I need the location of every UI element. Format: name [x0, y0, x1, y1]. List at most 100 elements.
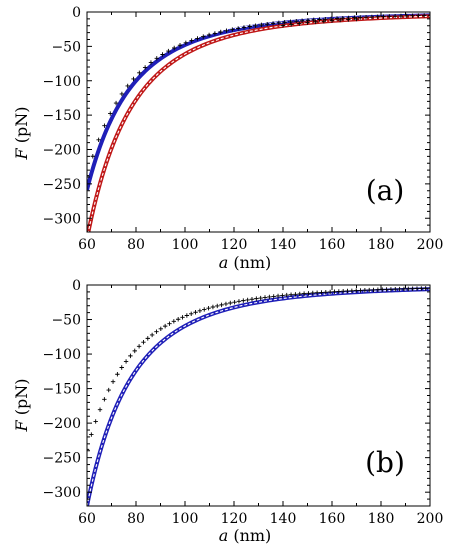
panel-b-series-2-point	[397, 286, 402, 292]
panel-a-series-4-point	[166, 48, 171, 54]
panel-b-series-2-point	[293, 292, 298, 297]
panel-a-series-4-point	[108, 111, 113, 116]
panel-b-series-2-point	[167, 321, 172, 326]
panel-a-series-4-point	[375, 14, 380, 19]
panel-a-series-4-point	[235, 26, 241, 31]
panel-b-xtick-label: 100	[172, 511, 199, 527]
panel-b-series-2-point	[423, 286, 428, 291]
panel-b-series-2-point	[254, 296, 259, 301]
panel-a-series-4-point	[358, 15, 363, 20]
panel-b-series-2-point	[349, 288, 355, 293]
panel-a-ytick-label: −250	[43, 177, 81, 193]
panel-b-series-2-point	[414, 286, 420, 291]
panel-b-series-2-point	[345, 288, 350, 294]
panel-a-series-4-point	[189, 38, 194, 43]
panel-a-ylabel-var: F	[12, 147, 31, 160]
panel-a-series-4-point	[137, 70, 142, 76]
panel-b-plot-area	[87, 286, 430, 506]
panel-b-series-2-point	[180, 315, 185, 320]
panel-b-series-2-point	[249, 297, 255, 302]
panel-b-series-2-point	[367, 287, 372, 293]
panel-a-series-4-point	[317, 17, 322, 22]
panel-b-series-2-point	[136, 344, 142, 349]
panel-a-series-4-point	[288, 19, 293, 24]
panel-a-xtick-label: 200	[417, 237, 444, 253]
panel-b-xtick-label: 140	[270, 511, 297, 527]
panel-b-xtick-label: 60	[78, 511, 96, 527]
panel-a-ytick-label: −300	[43, 211, 81, 227]
panel-b-series-2-point	[106, 387, 111, 393]
panel-b-series-2-point	[128, 353, 133, 359]
panel-b-series-2-point	[332, 289, 337, 294]
panel-a-series-4-point	[294, 19, 299, 24]
panel-b-series-2-point	[245, 297, 250, 303]
panel-a-series-4-point	[206, 32, 212, 38]
panel-b-xtick-label: 160	[319, 511, 346, 527]
panel-b-series-2-point	[110, 379, 116, 384]
panel-a-series-4-point	[340, 15, 345, 21]
panel-b-series-2-point	[119, 365, 124, 370]
panel-a-series-4-point	[363, 14, 369, 20]
panel-b-series-2-point	[288, 292, 294, 297]
panel-b-series-2-point	[284, 292, 289, 298]
panel-a-series-4-point	[299, 18, 305, 23]
panel-b-series-2-point	[202, 307, 207, 312]
panel-a-series-5-point	[305, 20, 310, 25]
panel-a-series-0-line	[87, 13, 430, 191]
panel-b-xlabel-var: a	[219, 526, 229, 545]
panel-b-series-2-point	[262, 295, 268, 300]
panel-b-series-2-point	[280, 293, 285, 298]
panel-b-series-2-point	[371, 287, 376, 293]
panel-a-series-4-point	[177, 43, 183, 48]
panel-b-ytick-label: −300	[43, 485, 81, 501]
panel-a-series-5-point	[346, 17, 351, 22]
panel-a-series-4-point	[259, 22, 264, 28]
panel-a-series-5-point	[354, 16, 359, 22]
panel-b-series-2-point	[206, 305, 211, 311]
panel-b-series-2-point	[145, 336, 150, 341]
panel-a-series-4-point	[334, 16, 340, 21]
panel-b-series-2-point	[102, 397, 107, 402]
panel-b-series-2-point	[241, 298, 246, 303]
panel-b-series-0-line	[87, 287, 430, 506]
panel-a-series-4-point	[113, 100, 119, 106]
panel-b-series-2-point	[340, 288, 346, 294]
panel-a-series-4-point	[369, 14, 375, 20]
panel-b-xtick-label: 180	[368, 511, 395, 527]
panel-a-series-4-point	[154, 56, 159, 61]
panel-a-ytick-label: −150	[43, 108, 81, 124]
panel-a-series-4-point	[387, 14, 392, 19]
panel-a-ytick-label: −100	[43, 74, 81, 90]
panel-b-ytick-label: −200	[43, 416, 81, 432]
panel-b-series-2-point	[158, 326, 164, 332]
panel-b-series-2-point	[427, 286, 430, 291]
panel-a-series-4-point	[224, 28, 229, 33]
panel-b-series-2-point	[362, 288, 368, 293]
panel-a-ytick-label: 0	[72, 5, 81, 21]
panel-b-series-2-point	[393, 286, 398, 292]
panel-b-series-2-point	[219, 302, 224, 308]
panel-a-series-5-point	[313, 19, 318, 25]
panel-a-xtick-label: 60	[78, 237, 96, 253]
panel-a-series-4-point	[119, 91, 125, 97]
panel-b-series-2-point	[197, 308, 203, 313]
panel-b-series-2-point	[258, 295, 263, 301]
panel-b-ytick-label: −50	[51, 313, 81, 329]
panel-a-series-4-point	[160, 52, 165, 57]
panel-b-series-2-point	[175, 317, 181, 322]
panel-b-series-2-point	[267, 294, 272, 300]
panel-b: F (pN) a (nm) (b) 60 80 100 120 140 160 180 200…	[12, 278, 443, 545]
panel-a-series-5-point	[297, 21, 302, 26]
panel-b-xlabel-unit: (nm)	[233, 526, 271, 545]
panel-a-xtick-label: 160	[319, 237, 346, 253]
panel-b-series-2-point	[275, 293, 281, 299]
panel-a-ylabel-unit: (pN)	[12, 107, 31, 144]
panel-b-series-2-point	[123, 359, 129, 364]
panel-a-series-4-point	[131, 76, 136, 82]
panel-b-ytick-label: −150	[43, 382, 81, 398]
panel-a-series-4-point	[247, 24, 252, 29]
panel-a-ytick-label: −200	[43, 143, 81, 159]
panel-a-xtick-label: 120	[221, 237, 248, 253]
panel-b-series-2-point	[401, 286, 407, 292]
panel-b-ytick-label: −100	[43, 347, 81, 363]
